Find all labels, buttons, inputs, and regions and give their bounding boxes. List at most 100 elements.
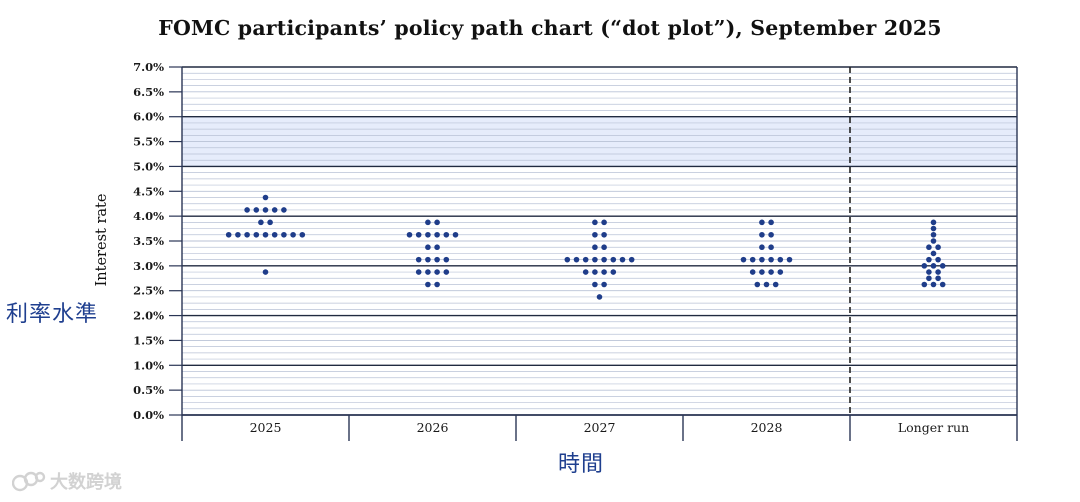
participant-dot bbox=[939, 281, 946, 288]
chart-title: FOMC participants’ policy path chart (“d… bbox=[158, 16, 942, 40]
participant-dot bbox=[601, 256, 607, 263]
participant-dot bbox=[262, 207, 269, 213]
participant-dot bbox=[434, 231, 440, 238]
x-tick-label: 2025 bbox=[250, 420, 282, 435]
participant-dot bbox=[759, 219, 765, 226]
participant-dot bbox=[267, 219, 273, 226]
participant-dot bbox=[443, 231, 450, 238]
participant-dot bbox=[930, 263, 937, 269]
participant-dot bbox=[759, 256, 765, 263]
participant-dot bbox=[935, 275, 941, 282]
participant-dot bbox=[926, 244, 932, 251]
participant-dot bbox=[592, 256, 598, 263]
participant-dot bbox=[786, 256, 793, 263]
participant-dot bbox=[415, 256, 422, 263]
watermark-text: 大数跨境 bbox=[50, 472, 122, 493]
participant-dot bbox=[777, 256, 784, 263]
participant-dot bbox=[406, 231, 413, 238]
participant-dot bbox=[452, 231, 459, 238]
participant-dot bbox=[425, 231, 431, 238]
logo-icon bbox=[12, 471, 46, 492]
participant-dot bbox=[921, 281, 928, 288]
participant-dot bbox=[425, 269, 431, 275]
y-axis-annotation: 利率水準 bbox=[6, 302, 99, 327]
participant-dot bbox=[768, 256, 774, 263]
participant-dot bbox=[425, 244, 431, 251]
participant-dot bbox=[601, 281, 607, 288]
participant-dot bbox=[271, 207, 278, 213]
x-tick-label: 2027 bbox=[584, 420, 616, 435]
participant-dot bbox=[749, 269, 756, 275]
participant-dot bbox=[415, 269, 422, 275]
y-tick-label: 0.0% bbox=[133, 408, 164, 422]
y-tick-label: 1.5% bbox=[133, 333, 164, 347]
participant-dot bbox=[628, 256, 635, 263]
y-axis-label: Interest rate bbox=[94, 194, 110, 287]
y-tick-label: 4.0% bbox=[133, 209, 164, 223]
x-axis-annotation: 時間 bbox=[558, 452, 605, 477]
participant-dot bbox=[281, 207, 287, 213]
participant-dot bbox=[253, 231, 260, 238]
x-tick-label-layer: 2025 2026 2027 2028 Longer run bbox=[250, 420, 970, 435]
participant-dot bbox=[930, 281, 937, 288]
participant-dot bbox=[935, 244, 941, 251]
participant-dot bbox=[434, 256, 440, 263]
participant-dot bbox=[582, 269, 589, 275]
participant-dot bbox=[619, 256, 626, 263]
participant-dot bbox=[244, 207, 250, 213]
y-tick-label: 0.5% bbox=[133, 383, 164, 397]
participant-dot bbox=[759, 231, 765, 238]
participant-dot bbox=[262, 194, 269, 201]
participant-dot bbox=[768, 244, 774, 251]
participant-dot bbox=[610, 256, 617, 263]
participant-dot bbox=[290, 231, 296, 238]
participant-dot bbox=[235, 231, 241, 238]
participant-dot bbox=[772, 281, 779, 288]
participant-dot bbox=[768, 219, 774, 226]
participant-dot bbox=[434, 269, 440, 275]
participant-dot bbox=[281, 231, 287, 238]
participant-dot bbox=[434, 244, 440, 251]
participant-dot bbox=[592, 231, 598, 238]
y-tick-label: 5.5% bbox=[133, 135, 164, 149]
x-tick-label: 2026 bbox=[417, 420, 449, 435]
participant-dot bbox=[443, 269, 450, 275]
gridline-layer bbox=[182, 66, 1017, 416]
participant-dot bbox=[601, 269, 607, 275]
participant-dot bbox=[601, 219, 607, 226]
participant-dot bbox=[601, 244, 607, 251]
participant-dot bbox=[244, 231, 250, 238]
participant-dot bbox=[926, 275, 932, 282]
y-tick-label: 6.5% bbox=[133, 85, 164, 99]
participant-dot bbox=[262, 269, 269, 275]
y-tick-label: 1.0% bbox=[133, 358, 164, 372]
participant-dot bbox=[258, 219, 264, 226]
participant-dot bbox=[768, 231, 774, 238]
participant-dot bbox=[271, 231, 278, 238]
participant-dot bbox=[930, 219, 937, 226]
participant-dot bbox=[592, 269, 598, 275]
participant-dot bbox=[921, 263, 928, 269]
participant-dot bbox=[740, 256, 747, 263]
participant-dot bbox=[777, 269, 784, 275]
participant-dot bbox=[225, 231, 232, 238]
participant-dot bbox=[592, 281, 598, 288]
participant-dot bbox=[935, 269, 941, 275]
x-tick-label: 2028 bbox=[751, 420, 783, 435]
participant-dot bbox=[930, 250, 937, 257]
y-tick-label: 4.5% bbox=[133, 184, 164, 198]
y-tick-label: 2.5% bbox=[133, 284, 164, 298]
dot-layer bbox=[225, 194, 946, 300]
participant-dot bbox=[759, 269, 765, 275]
participant-dot bbox=[768, 269, 774, 275]
y-tick-label: 3.5% bbox=[133, 234, 164, 248]
participant-dot bbox=[434, 219, 440, 226]
participant-dot bbox=[592, 244, 598, 251]
y-tick-label: 5.0% bbox=[133, 159, 164, 173]
participant-dot bbox=[425, 256, 431, 263]
y-tick-label-layer: 0.0% 0.5% 1.0% 1.5% 2.0% 2.5% 3.0% 3.5% 4.0% 4.5%… bbox=[133, 60, 182, 422]
participant-dot bbox=[754, 281, 761, 288]
participant-dot bbox=[443, 256, 450, 263]
watermark: 大数跨境 bbox=[12, 468, 122, 494]
